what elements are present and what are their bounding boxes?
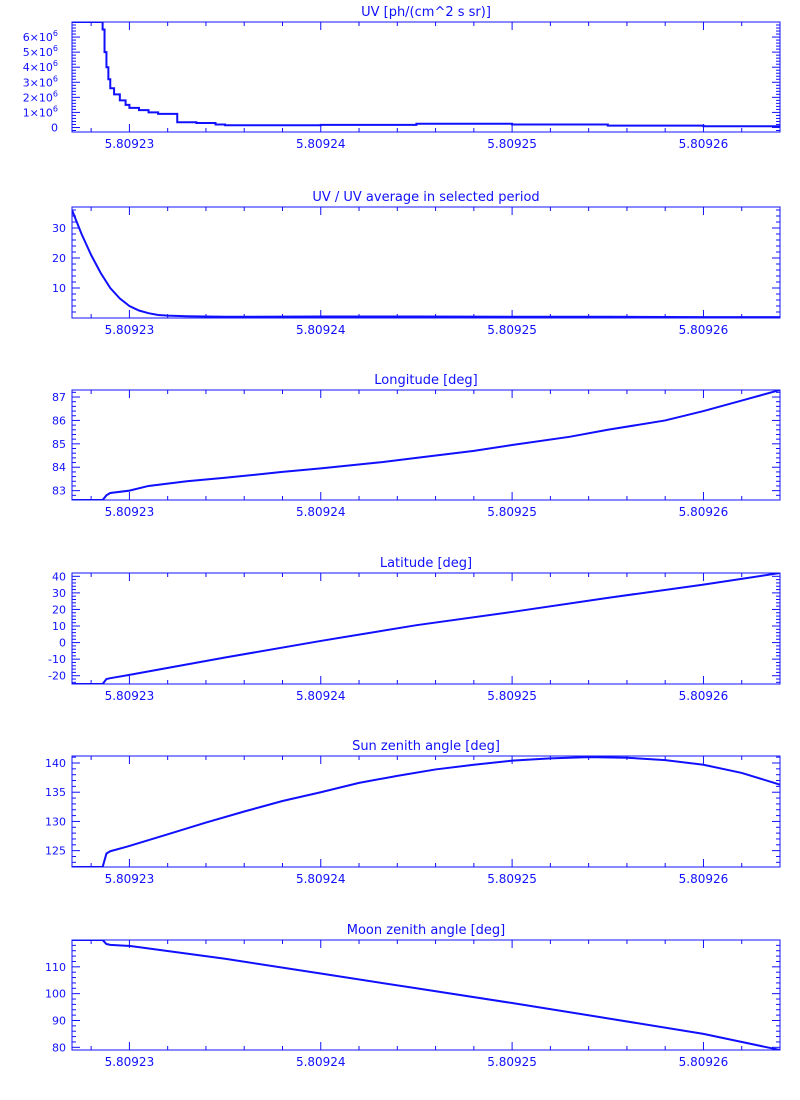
x-tick-label: 5.80924 bbox=[296, 505, 346, 519]
y-tick-label: 84 bbox=[52, 461, 66, 474]
y-tick-label: 30 bbox=[52, 222, 66, 235]
y-tick-label: 80 bbox=[52, 1041, 66, 1054]
x-tick-label: 5.80925 bbox=[487, 137, 537, 151]
y-tick-label: 40 bbox=[52, 570, 66, 583]
y-tick-mantissa: 3×10 bbox=[23, 76, 53, 89]
data-line bbox=[72, 209, 780, 318]
y-tick-exponent: 6 bbox=[53, 29, 58, 38]
x-tick-label: 5.80926 bbox=[679, 505, 729, 519]
y-tick-label: -20 bbox=[48, 670, 66, 683]
y-tick-label: 6×106 bbox=[23, 29, 58, 44]
y-tick-label: 20 bbox=[52, 603, 66, 616]
y-tick-label: 10 bbox=[52, 282, 66, 295]
chart-title: Longitude [deg] bbox=[374, 373, 477, 388]
y-tick-exponent: 6 bbox=[53, 104, 58, 113]
x-tick-label: 5.80926 bbox=[679, 689, 729, 703]
y-tick-label: 1×106 bbox=[23, 104, 58, 119]
data-line bbox=[72, 390, 780, 500]
y-tick-mantissa: 6×10 bbox=[23, 31, 53, 44]
x-tick-label: 5.80925 bbox=[487, 872, 537, 886]
chart-panel-1: UV [ph/(cm^2 s sr)] 5.80923 5.80924 5.80925… bbox=[23, 5, 781, 151]
x-tick-label: 5.80923 bbox=[105, 872, 155, 886]
y-tick-label: 3×106 bbox=[23, 74, 58, 89]
y-tick-label: 87 bbox=[52, 391, 66, 404]
y-tick-label: 0 bbox=[59, 637, 66, 650]
y-tick-mantissa: 5×10 bbox=[23, 46, 53, 59]
y-tick-mantissa: 0 bbox=[51, 121, 58, 134]
y-tick-mantissa: 2×10 bbox=[23, 91, 53, 104]
x-tick-label: 5.80926 bbox=[679, 872, 729, 886]
y-tick-mantissa: 1×10 bbox=[23, 106, 53, 119]
x-tick-label: 5.80923 bbox=[105, 323, 155, 337]
chart-panel-3: Longitude [deg] 5.80923 5.80924 5.80925 5.80… bbox=[52, 373, 781, 519]
y-tick-label: 100 bbox=[45, 988, 66, 1001]
y-tick-label: 2×106 bbox=[23, 89, 58, 104]
chart-panel-2: UV / UV average in selected period 5.8092… bbox=[52, 190, 781, 337]
y-tick-exponent: 6 bbox=[53, 89, 58, 98]
y-tick-label: 85 bbox=[52, 438, 66, 451]
data-line bbox=[72, 573, 780, 684]
plot-frame bbox=[71, 21, 781, 133]
x-tick-label: 5.80926 bbox=[679, 1055, 729, 1069]
chart-panel-4: Latitude [deg] 5.80923 5.80924 5.80925 5.809… bbox=[48, 556, 781, 703]
chart-title: Moon zenith angle [deg] bbox=[347, 923, 505, 938]
chart-panel-5: Sun zenith angle [deg] 5.80923 5.80924 5.80… bbox=[45, 739, 781, 886]
x-tick-label: 5.80926 bbox=[679, 137, 729, 151]
x-tick-label: 5.80924 bbox=[296, 689, 346, 703]
plot-frame bbox=[71, 389, 781, 501]
y-tick-label: 90 bbox=[52, 1014, 66, 1027]
data-line bbox=[72, 940, 780, 1050]
y-tick-label: 5×106 bbox=[23, 44, 58, 59]
chart-title: Sun zenith angle [deg] bbox=[352, 739, 500, 754]
plot-frame bbox=[71, 939, 781, 1051]
chart-panel-6: Moon zenith angle [deg] 5.80923 5.80924 5.8… bbox=[45, 923, 781, 1069]
y-tick-label: 130 bbox=[45, 815, 66, 828]
y-tick-label: 135 bbox=[45, 786, 66, 799]
y-tick-label: 110 bbox=[45, 961, 66, 974]
y-tick-label: 4×106 bbox=[23, 59, 58, 74]
x-tick-label: 5.80926 bbox=[679, 323, 729, 337]
y-tick-exponent: 6 bbox=[53, 74, 58, 83]
y-tick-exponent: 6 bbox=[53, 44, 58, 53]
y-tick-label: 86 bbox=[52, 414, 66, 427]
x-tick-label: 5.80925 bbox=[487, 505, 537, 519]
data-line bbox=[72, 22, 780, 128]
x-tick-label: 5.80923 bbox=[105, 137, 155, 151]
y-tick-label: 30 bbox=[52, 587, 66, 600]
x-tick-label: 5.80925 bbox=[487, 689, 537, 703]
y-tick-mantissa: 4×10 bbox=[23, 61, 53, 74]
chart-title: Latitude [deg] bbox=[380, 556, 472, 571]
y-tick-exponent: 6 bbox=[53, 59, 58, 68]
y-tick-label: -10 bbox=[48, 653, 66, 666]
x-tick-label: 5.80925 bbox=[487, 1055, 537, 1069]
y-tick-label: 20 bbox=[52, 252, 66, 265]
x-tick-label: 5.80923 bbox=[105, 505, 155, 519]
x-tick-label: 5.80925 bbox=[487, 323, 537, 337]
x-tick-label: 5.80923 bbox=[105, 1055, 155, 1069]
y-tick-label: 83 bbox=[52, 485, 66, 498]
plot-frame bbox=[71, 572, 781, 685]
chart-title: UV [ph/(cm^2 s sr)] bbox=[361, 5, 491, 20]
y-tick-label: 140 bbox=[45, 757, 66, 770]
plot-frame bbox=[71, 755, 781, 868]
y-tick-label: 0 bbox=[51, 121, 58, 134]
x-tick-label: 5.80924 bbox=[296, 137, 346, 151]
x-tick-label: 5.80924 bbox=[296, 1055, 346, 1069]
data-line bbox=[72, 756, 780, 867]
x-tick-label: 5.80923 bbox=[105, 689, 155, 703]
y-tick-label: 125 bbox=[45, 845, 66, 858]
plot-frame bbox=[71, 206, 781, 319]
x-tick-label: 5.80924 bbox=[296, 872, 346, 886]
y-tick-label: 10 bbox=[52, 620, 66, 633]
chart-title: UV / UV average in selected period bbox=[312, 190, 539, 205]
x-tick-label: 5.80924 bbox=[296, 323, 346, 337]
